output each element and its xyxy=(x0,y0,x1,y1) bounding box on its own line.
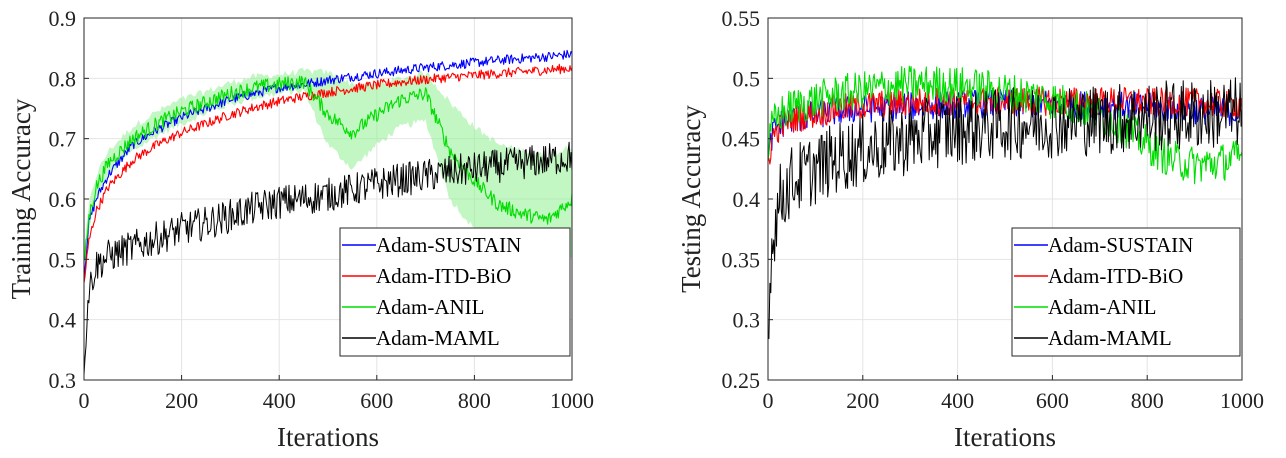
legend-label-adam-maml: Adam-MAML xyxy=(1048,326,1172,350)
adam-maml-line xyxy=(767,77,1243,340)
adam-itd-bio-line xyxy=(767,86,1243,165)
legend-box xyxy=(1011,227,1241,357)
testing-y-axis-label: Testing Accuracy xyxy=(676,105,706,293)
y-tick-label: 0.3 xyxy=(49,368,77,393)
x-tick-label: 800 xyxy=(1131,388,1164,413)
legend-box xyxy=(339,227,571,357)
legend-label-adam-maml: Adam-MAML xyxy=(376,326,500,350)
x-tick-label: 600 xyxy=(360,388,393,413)
x-tick-label: 1000 xyxy=(550,388,594,413)
testing-accuracy-chart: 0 200 400 600 800 1000 0.25 0.3 0.35 0.4 0.45 0.5 0.… xyxy=(676,6,1264,452)
adam-anil-line xyxy=(767,65,1243,185)
y-tick-label: 0.35 xyxy=(722,247,761,272)
x-tick-label: 0 xyxy=(79,388,90,413)
x-tick-label: 800 xyxy=(458,388,491,413)
training-accuracy-chart: 0 200 400 600 800 1000 0.3 0.4 0.5 0.6 0.7 0.8 0.9 I… xyxy=(6,6,594,452)
adam-sustain-line xyxy=(83,49,573,279)
legend-label-adam-anil: Adam-ANIL xyxy=(376,295,484,319)
testing-tick-labels: 0 200 400 600 800 1000 0.25 0.3 0.35 0.4 0.45 0.5 0.… xyxy=(722,6,1265,413)
x-tick-label: 0 xyxy=(763,388,774,413)
adam-anil-band xyxy=(84,67,572,277)
y-tick-label: 0.6 xyxy=(49,187,77,212)
legend-label-adam-itd-bio: Adam-ITD-BiO xyxy=(1048,264,1183,288)
y-tick-label: 0.5 xyxy=(733,66,761,91)
training-x-axis-label: Iterations xyxy=(277,422,379,452)
x-tick-label: 600 xyxy=(1036,388,1069,413)
legend-label-adam-sustain: Adam-SUSTAIN xyxy=(1048,233,1193,257)
y-tick-label: 0.4 xyxy=(733,187,761,212)
x-tick-label: 400 xyxy=(941,388,974,413)
x-tick-label: 200 xyxy=(846,388,879,413)
legend-label-adam-anil: Adam-ANIL xyxy=(1048,295,1156,319)
x-tick-label: 1000 xyxy=(1220,388,1264,413)
training-series-lines xyxy=(83,49,573,375)
testing-series-lines xyxy=(767,65,1243,340)
training-y-axis-label: Training Accuracy xyxy=(6,98,36,299)
y-tick-label: 0.55 xyxy=(722,6,761,31)
x-tick-label: 400 xyxy=(263,388,296,413)
y-tick-label: 0.5 xyxy=(49,247,77,272)
x-tick-label: 200 xyxy=(165,388,198,413)
y-tick-label: 0.7 xyxy=(49,127,77,152)
y-tick-label: 0.4 xyxy=(49,308,77,333)
training-legend: Adam-SUSTAIN Adam-ITD-BiO Adam-ANIL Adam-MA… xyxy=(339,227,571,357)
y-tick-label: 0.45 xyxy=(722,127,761,152)
legend-label-adam-itd-bio: Adam-ITD-BiO xyxy=(376,264,511,288)
adam-itd-bio-line xyxy=(83,63,573,283)
training-tick-labels: 0 200 400 600 800 1000 0.3 0.4 0.5 0.6 0.7 0.8 0.9 xyxy=(49,6,595,413)
testing-legend: Adam-SUSTAIN Adam-ITD-BiO Adam-ANIL Adam-MA… xyxy=(1011,227,1241,357)
y-tick-label: 0.8 xyxy=(49,66,77,91)
adam-anil-line xyxy=(83,75,573,260)
training-confidence-bands xyxy=(84,67,572,277)
testing-x-axis-label: Iterations xyxy=(954,422,1056,452)
adam-maml-line xyxy=(83,141,573,375)
y-tick-label: 0.3 xyxy=(733,308,761,333)
legend-label-adam-sustain: Adam-SUSTAIN xyxy=(376,233,521,257)
y-tick-label: 0.25 xyxy=(722,368,761,393)
y-tick-label: 0.9 xyxy=(49,6,77,31)
